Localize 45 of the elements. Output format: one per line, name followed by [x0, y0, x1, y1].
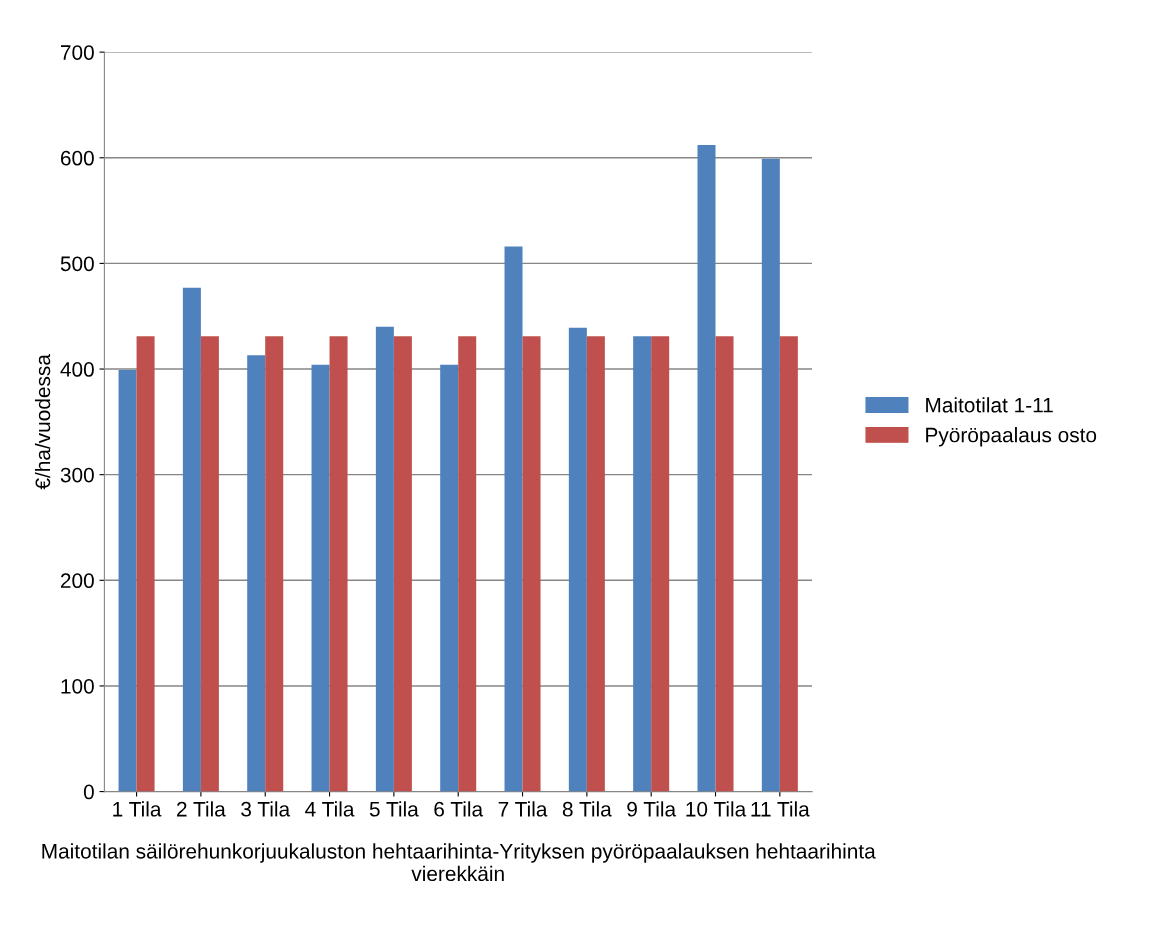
bar: [715, 336, 734, 792]
bar: [586, 336, 605, 792]
bar: [393, 336, 412, 792]
x-tick-label: 5 Tila: [369, 801, 419, 817]
bar: [633, 336, 652, 792]
bar: [311, 364, 330, 792]
x-tick-label: 7 Tila: [498, 801, 548, 817]
bar: [265, 336, 284, 792]
y-tick-label: 100: [61, 678, 94, 694]
bar: [697, 145, 716, 792]
y-tick-label: 300: [60, 467, 94, 483]
bar: [440, 364, 459, 792]
bar: [761, 158, 780, 792]
y-tick-label: 200: [60, 573, 94, 589]
x-tick-label: 8 Tila: [562, 801, 612, 817]
bar: [779, 336, 798, 792]
bar: [136, 336, 155, 792]
y-tick-label: 400: [60, 362, 94, 377]
bar: [504, 246, 523, 792]
x-axis-title: Maitotilan säilörehunkorjuukaluston hehtaarihinta-Yrityksen pyöröpaalauksen hehtaarihinta vierekkäin: [42, 843, 876, 882]
bar: [458, 336, 477, 792]
bar: [651, 336, 670, 792]
y-tick-label: 0: [83, 784, 94, 800]
x-tick-label: 6 Tila: [434, 801, 484, 817]
bar: [118, 370, 137, 792]
x-tick-label: 9 Tila: [627, 801, 677, 817]
bar: [200, 336, 219, 792]
bar: [329, 336, 348, 792]
y-tick-label: 600: [60, 150, 94, 166]
x-tick-label: 10 Tila: [686, 801, 747, 817]
bar: [375, 326, 394, 792]
bar: [182, 287, 201, 792]
legend-label: Pyöröpaalaus osto: [926, 427, 1097, 447]
x-tick-label: 1 Tila: [113, 801, 162, 817]
x-tick-label: 3 Tila: [241, 801, 291, 817]
y-tick-label: 500: [60, 256, 94, 272]
y-tick-label: 700: [60, 45, 94, 60]
bar: [568, 327, 587, 792]
x-tick-label: 2 Tila: [177, 801, 226, 817]
x-tick-label: 4 Tila: [305, 801, 355, 817]
legend-label: Maitotilat 1-11: [926, 397, 1053, 413]
y-axis-title: €/ha/vuodessa: [34, 354, 51, 490]
x-tick-label: 11 Tila: [751, 801, 810, 817]
bar: [522, 336, 541, 792]
bar: [247, 355, 266, 792]
